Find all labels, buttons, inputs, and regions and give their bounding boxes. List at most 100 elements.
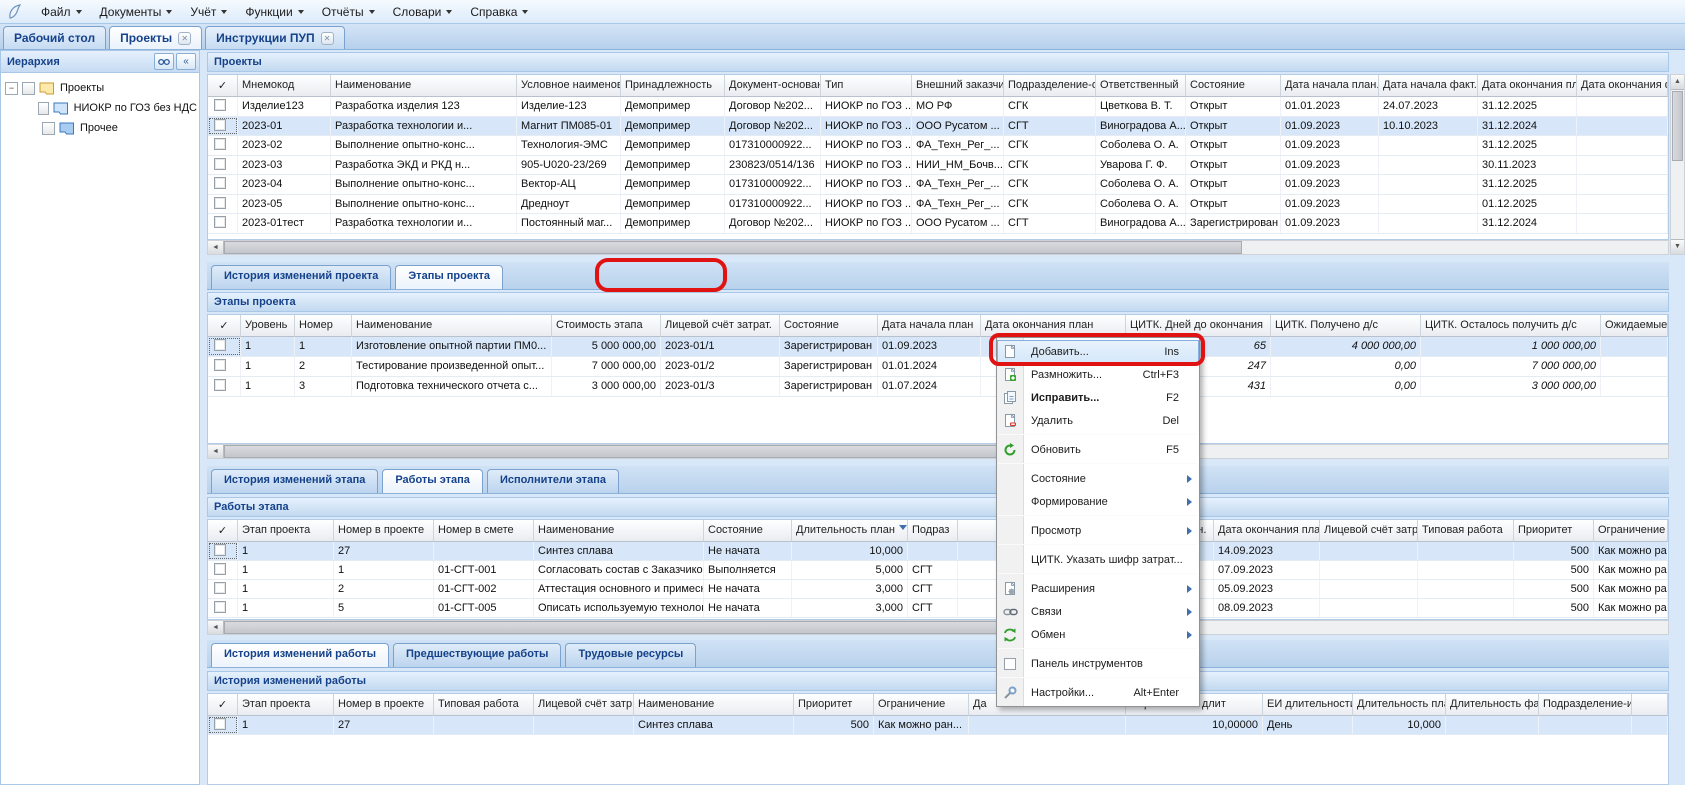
projects-hscrollbar[interactable]: ◄	[207, 240, 1669, 255]
scroll-down-icon[interactable]: ▼	[1671, 239, 1684, 254]
row-checkbox[interactable]	[214, 196, 226, 209]
menu-item-10[interactable]: Расширения	[997, 577, 1199, 600]
column-header[interactable]: Номер в смете	[434, 520, 534, 542]
column-header[interactable]: Состояние	[704, 520, 792, 542]
main-tab-1[interactable]: Рабочий стол	[3, 26, 107, 49]
column-header[interactable]	[1632, 694, 1668, 716]
column-header[interactable]: Подраз	[908, 520, 958, 542]
column-header[interactable]: Ответственный	[1096, 75, 1186, 97]
column-header[interactable]: Типовая работа	[1418, 520, 1514, 542]
row-checkbox-cell[interactable]	[208, 599, 238, 617]
stage-detail-tab-3[interactable]: Исполнители этапа	[486, 469, 619, 493]
search-icon[interactable]	[154, 53, 174, 70]
table-row[interactable]: 2023-01 Разработка технологии и... Магнит …	[208, 116, 1668, 136]
column-header[interactable]: Лицевой счёт затр	[534, 694, 634, 716]
column-header[interactable]: Этап проекта	[238, 520, 334, 542]
column-header[interactable]: Ограничение	[874, 694, 969, 716]
row-checkbox[interactable]	[214, 601, 226, 613]
tree-node-3[interactable]: Прочее	[3, 118, 197, 138]
column-header[interactable]: Мнемокод	[238, 75, 331, 97]
column-header[interactable]: Дата окончания план	[981, 315, 1126, 337]
works-hscrollbar[interactable]: ◄	[207, 620, 1669, 635]
menu-item-2[interactable]: Размножить... Ctrl+F3	[997, 363, 1199, 386]
close-icon[interactable]	[320, 31, 334, 45]
table-row[interactable]: 1 2 Тестирование произведенной опыт... 7 00…	[208, 357, 1668, 377]
row-checkbox[interactable]	[214, 718, 226, 730]
menubar-item-1[interactable]: Файл	[32, 2, 91, 22]
row-checkbox[interactable]	[214, 544, 226, 556]
row-checkbox[interactable]	[214, 339, 226, 351]
table-row[interactable]: Изделие123 Разработка изделия 123 Изделие-…	[208, 97, 1668, 117]
row-checkbox-cell[interactable]	[208, 214, 238, 233]
column-header[interactable]: Приоритет	[1514, 520, 1594, 542]
row-checkbox-cell[interactable]	[208, 337, 241, 356]
column-header[interactable]: Ограничение	[1594, 520, 1668, 542]
work-detail-tab-3[interactable]: Трудовые ресурсы	[565, 643, 697, 667]
column-header[interactable]: Номер в проекте	[334, 694, 434, 716]
table-row[interactable]: 1 5 01-СГТ-005 Описать используемую техноло…	[208, 599, 1668, 618]
column-header[interactable]: Внешний заказчик	[912, 75, 1004, 97]
column-header[interactable]: Номер в проекте	[334, 520, 434, 542]
row-checkbox[interactable]	[214, 99, 226, 111]
column-header[interactable]: Наименование	[331, 75, 517, 97]
column-header[interactable]: ЦИТК. Дней до окончания	[1126, 315, 1271, 337]
column-header[interactable]: Состояние	[780, 315, 878, 337]
projects-vscrollbar[interactable]: ▲ ▼	[1670, 74, 1685, 255]
main-tab-2[interactable]: Проекты	[109, 26, 203, 49]
column-header[interactable]: Дата начала план.	[1281, 75, 1379, 97]
column-header[interactable]: Номер	[295, 315, 352, 337]
menubar-item-3[interactable]: Учёт	[181, 2, 236, 22]
row-checkbox[interactable]	[214, 582, 226, 594]
column-header[interactable]: Ожидаемые	[1601, 315, 1668, 337]
column-header[interactable]: Лицевой счёт затр	[1320, 520, 1418, 542]
table-row[interactable]: 1 27 Синтез сплава Не начата 10,000 14.09.202…	[208, 542, 1668, 561]
column-header[interactable]: Длительность план	[792, 520, 908, 542]
column-header[interactable]: Стоимость этапа	[552, 315, 661, 337]
column-header[interactable]: Дата окончания план	[1214, 520, 1320, 542]
menu-item-5[interactable]: Обновить F5	[997, 438, 1199, 461]
tree-checkbox[interactable]	[42, 121, 55, 135]
tree-expander-icon[interactable]: −	[5, 81, 18, 95]
menu-item-13[interactable]: Панель инструментов	[997, 652, 1199, 675]
row-checkbox-cell[interactable]	[208, 580, 238, 598]
menubar-item-2[interactable]: Документы	[91, 2, 182, 22]
menu-item-8[interactable]: Просмотр	[997, 519, 1199, 542]
column-header[interactable]: Дата начала факт.	[1379, 75, 1478, 97]
column-header[interactable]: Условное наименова	[517, 75, 621, 97]
menu-item-4[interactable]: Удалить Del	[997, 409, 1199, 432]
scroll-left-icon[interactable]: ◄	[208, 621, 224, 634]
column-header[interactable]: Длительность пла	[1353, 694, 1446, 716]
row-checkbox[interactable]	[214, 118, 226, 131]
column-header[interactable]: Уровень	[241, 315, 295, 337]
menu-item-9[interactable]: ЦИТК. Указать шифр затрат...	[997, 548, 1199, 571]
row-checkbox-cell[interactable]	[208, 561, 238, 579]
menubar-item-7[interactable]: Справка	[461, 2, 537, 22]
work-detail-tab-1[interactable]: История изменений работы	[211, 643, 389, 667]
column-header[interactable]: Типовая работа	[434, 694, 534, 716]
row-checkbox[interactable]	[214, 216, 226, 228]
table-row[interactable]: 1 1 Изготовление опытной партии ПМ0... 5 00…	[208, 337, 1668, 357]
tree-node-1[interactable]: − Проекты	[3, 78, 197, 98]
work-detail-tab-2[interactable]: Предшествующие работы	[393, 643, 562, 667]
stage-detail-tab-2[interactable]: Работы этапа	[382, 469, 483, 493]
menubar-item-6[interactable]: Словари	[384, 2, 462, 22]
menu-item-14[interactable]: Настройки... Alt+Enter	[997, 681, 1199, 704]
table-row[interactable]: 2023-02 Выполнение опытно-конс... Технолог…	[208, 136, 1668, 156]
scroll-thumb[interactable]	[224, 445, 1046, 458]
column-header[interactable]: Этап проекта	[238, 694, 334, 716]
scroll-thumb[interactable]	[224, 621, 1056, 634]
select-all-header[interactable]: ✓	[208, 694, 238, 716]
menu-item-7[interactable]: Формирование	[997, 490, 1199, 513]
row-checkbox-cell[interactable]	[208, 136, 238, 155]
row-checkbox-cell[interactable]	[208, 97, 238, 116]
stage-detail-tab-1[interactable]: История изменений этапа	[211, 469, 379, 493]
scroll-left-icon[interactable]: ◄	[208, 241, 224, 254]
row-checkbox[interactable]	[214, 359, 226, 371]
column-header[interactable]: ЦИТК. Получено д/с	[1271, 315, 1421, 337]
table-row[interactable]: 1 1 01-СГТ-001 Согласовать состав с Заказчи…	[208, 561, 1668, 580]
menu-item-1[interactable]: Добавить... Ins	[997, 340, 1199, 363]
select-all-header[interactable]: ✓	[208, 315, 241, 337]
menu-item-12[interactable]: Обмен	[997, 623, 1199, 646]
row-checkbox[interactable]	[214, 379, 226, 391]
tree-checkbox[interactable]	[37, 101, 49, 115]
